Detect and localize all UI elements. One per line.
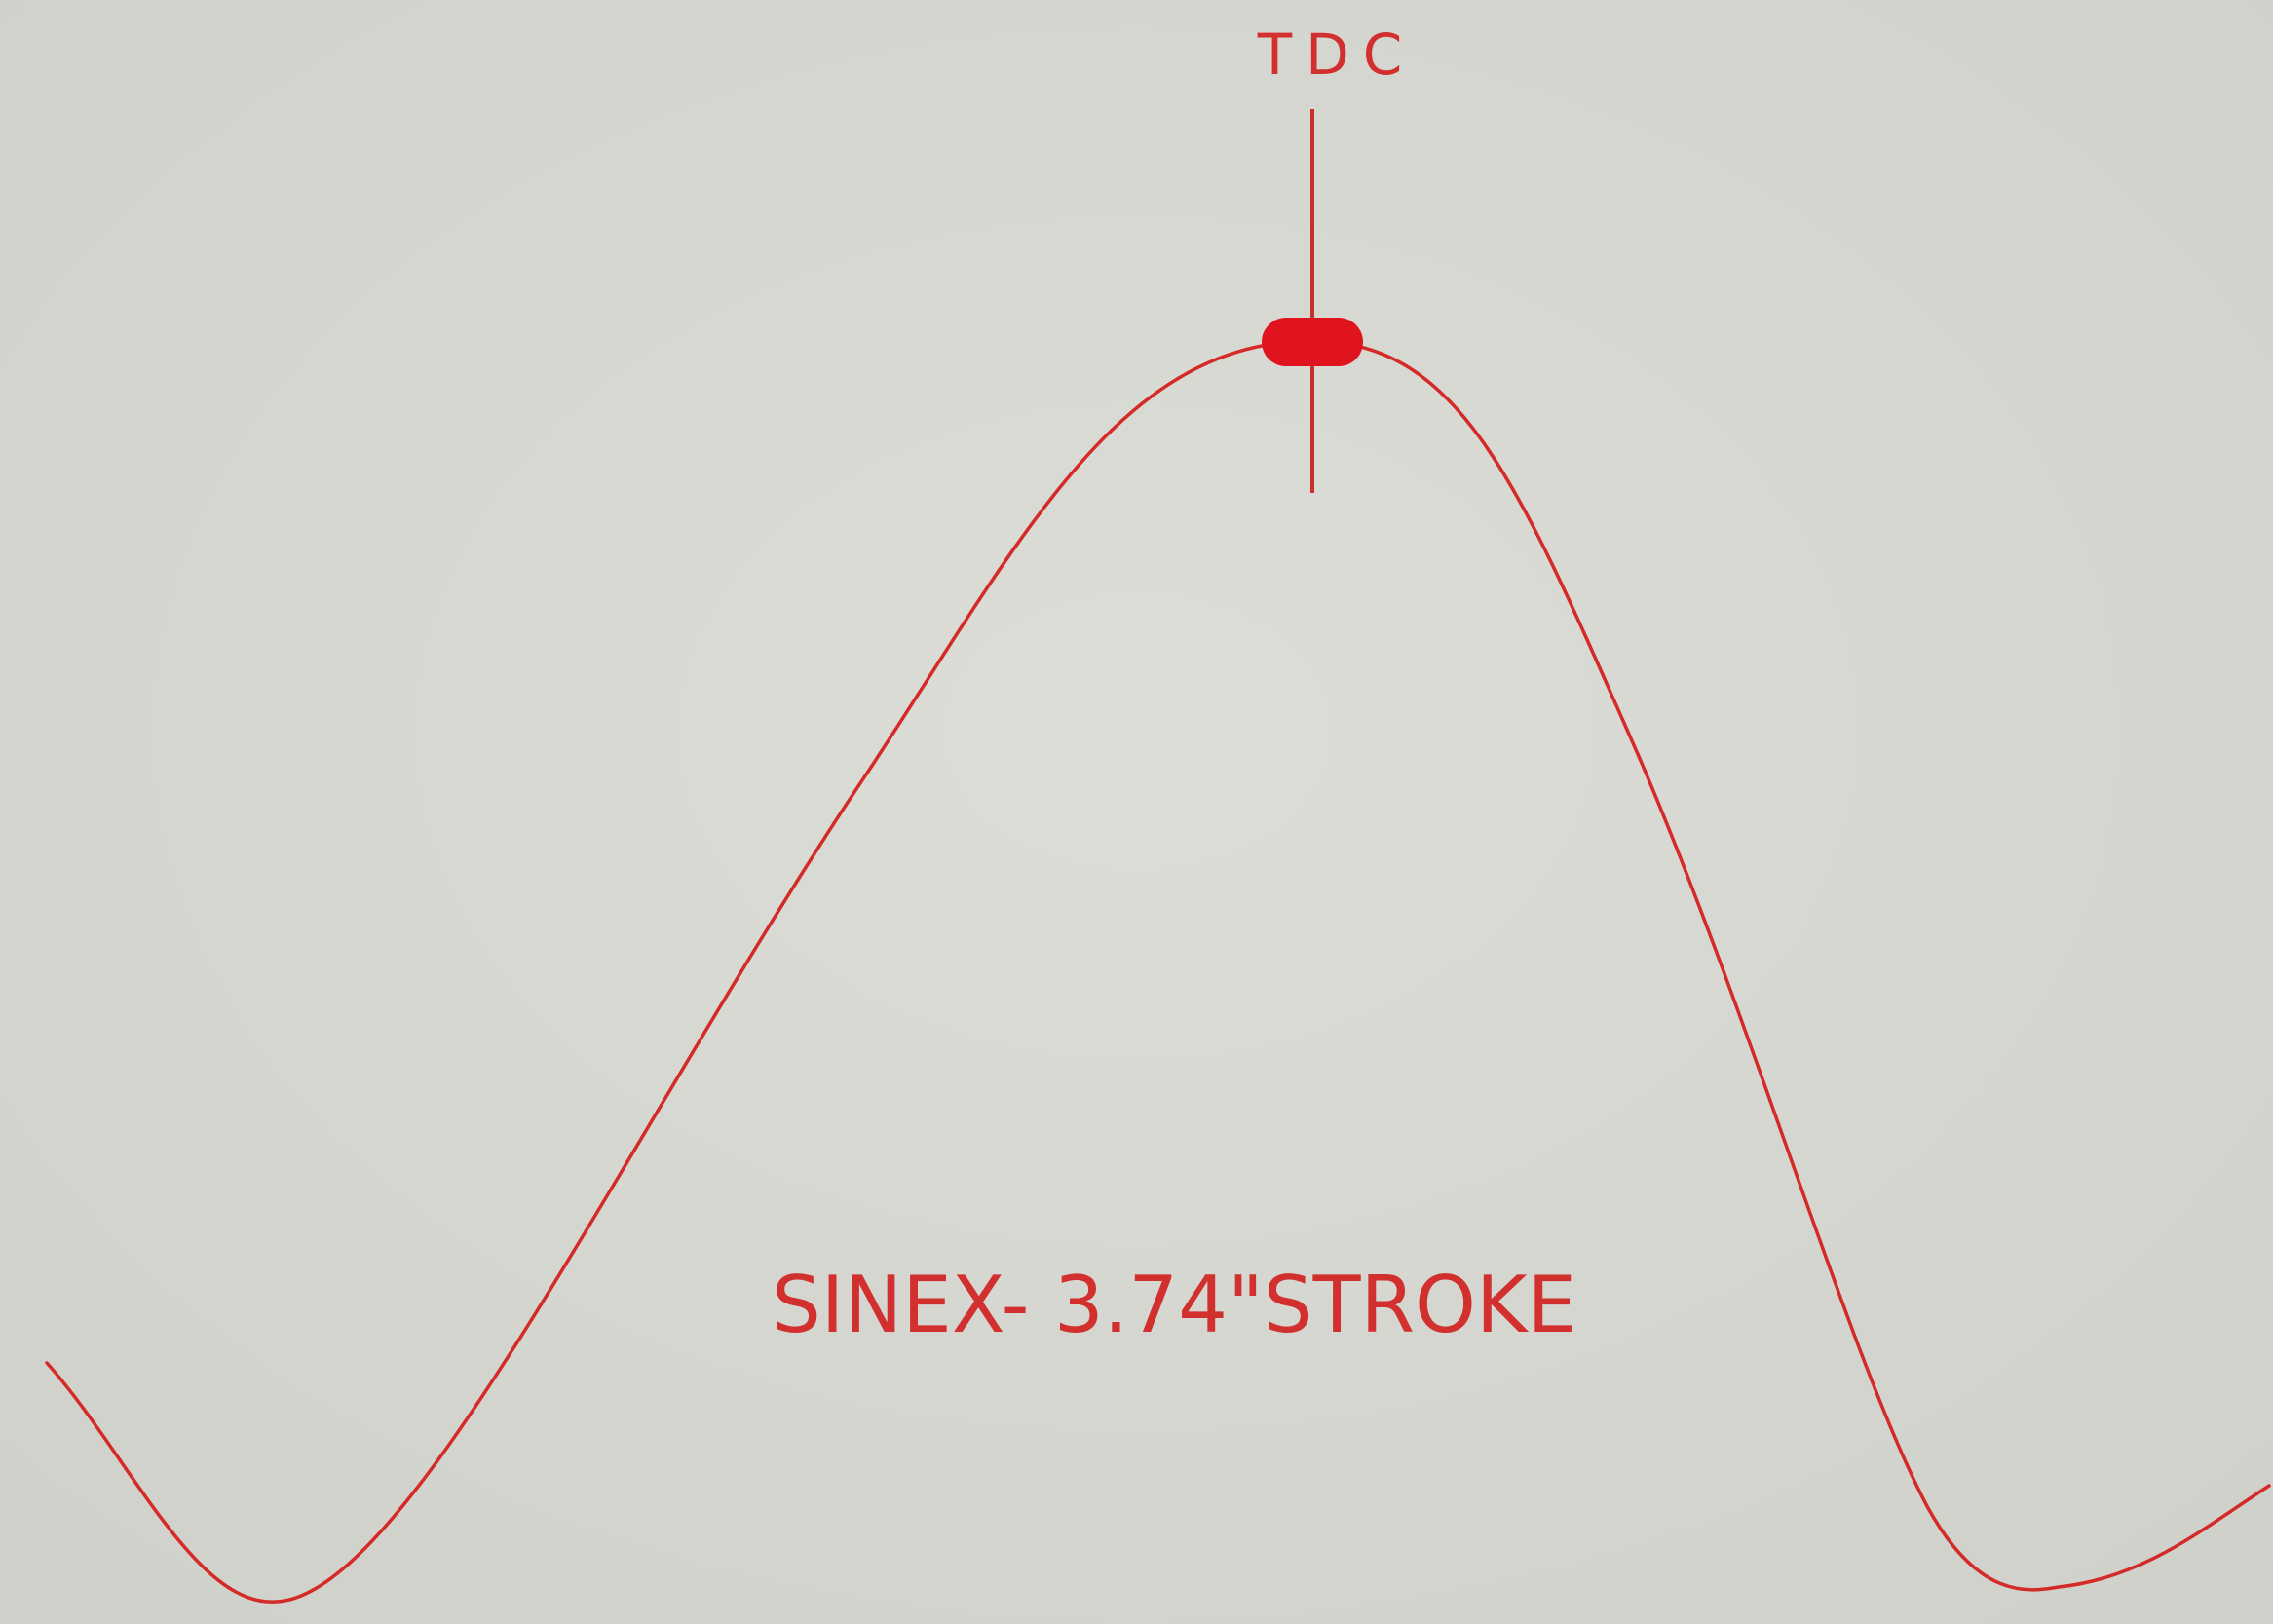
paper — [0, 0, 2273, 1624]
tdc-dot — [1262, 318, 1363, 366]
caption: SINEX- 3.74"STROKE — [772, 1260, 1576, 1350]
tdc-label: TDC — [1257, 21, 1417, 88]
drawing: TDC SINEX- 3.74"STROKE — [0, 0, 2273, 1624]
page: {"labels": {"top": "TDC", "caption": "SI… — [0, 0, 2273, 1624]
